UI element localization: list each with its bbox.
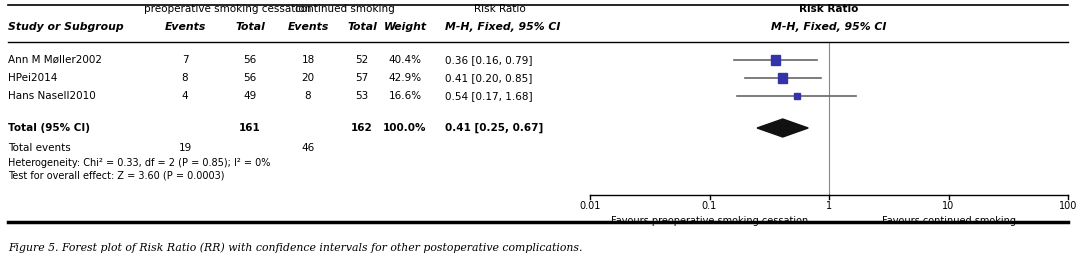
Text: 56: 56 xyxy=(244,55,257,65)
Text: 0.41 [0.20, 0.85]: 0.41 [0.20, 0.85] xyxy=(445,73,533,83)
Text: Ann M Møller2002: Ann M Møller2002 xyxy=(8,55,102,65)
Text: 4: 4 xyxy=(182,91,189,101)
Text: Total (95% CI): Total (95% CI) xyxy=(8,123,89,133)
Text: 8: 8 xyxy=(305,91,312,101)
Text: 53: 53 xyxy=(356,91,369,101)
Text: Weight: Weight xyxy=(384,22,427,32)
Text: preoperative smoking cessation: preoperative smoking cessation xyxy=(143,4,312,14)
Text: Total: Total xyxy=(347,22,377,32)
Text: 100: 100 xyxy=(1059,201,1077,211)
Polygon shape xyxy=(757,119,808,137)
Text: Risk Ratio: Risk Ratio xyxy=(474,4,526,14)
Text: 1: 1 xyxy=(826,201,832,211)
Bar xyxy=(772,55,780,64)
Text: Events: Events xyxy=(288,22,329,32)
Text: 18: 18 xyxy=(302,55,315,65)
Text: 0.1: 0.1 xyxy=(702,201,717,211)
Text: 10: 10 xyxy=(942,201,955,211)
Text: Events: Events xyxy=(164,22,206,32)
Text: continued smoking: continued smoking xyxy=(295,4,395,14)
Text: Test for overall effect: Z = 3.60 (P = 0.0003): Test for overall effect: Z = 3.60 (P = 0… xyxy=(8,171,224,181)
Text: Total events: Total events xyxy=(8,143,71,153)
Text: 42.9%: 42.9% xyxy=(388,73,421,83)
Text: 52: 52 xyxy=(356,55,369,65)
Text: Total: Total xyxy=(235,22,265,32)
Text: 0.41 [0.25, 0.67]: 0.41 [0.25, 0.67] xyxy=(445,123,543,133)
Text: 16.6%: 16.6% xyxy=(388,91,421,101)
Text: 46: 46 xyxy=(302,143,315,153)
Text: 40.4%: 40.4% xyxy=(388,55,421,65)
Text: Favours preoperative smoking cessation: Favours preoperative smoking cessation xyxy=(611,216,808,226)
Text: 56: 56 xyxy=(244,73,257,83)
Bar xyxy=(778,73,787,83)
Text: 8: 8 xyxy=(182,73,189,83)
Text: Study or Subgroup: Study or Subgroup xyxy=(8,22,124,32)
Text: 0.01: 0.01 xyxy=(579,201,600,211)
Text: HPei2014: HPei2014 xyxy=(8,73,57,83)
Text: 57: 57 xyxy=(356,73,369,83)
Text: Risk Ratio: Risk Ratio xyxy=(799,4,859,14)
Text: 100.0%: 100.0% xyxy=(384,123,427,133)
Bar xyxy=(793,93,800,99)
Text: Figure 5. Forest plot of Risk Ratio (RR) with confidence intervals for other pos: Figure 5. Forest plot of Risk Ratio (RR)… xyxy=(8,243,582,253)
Text: Hans Nasell2010: Hans Nasell2010 xyxy=(8,91,96,101)
Text: M-H, Fixed, 95% CI: M-H, Fixed, 95% CI xyxy=(445,22,561,32)
Text: 0.36 [0.16, 0.79]: 0.36 [0.16, 0.79] xyxy=(445,55,533,65)
Text: Heterogeneity: Chi² = 0.33, df = 2 (P = 0.85); I² = 0%: Heterogeneity: Chi² = 0.33, df = 2 (P = … xyxy=(8,158,271,168)
Text: Favours continued smoking: Favours continued smoking xyxy=(882,216,1015,226)
Text: 161: 161 xyxy=(239,123,261,133)
Text: 49: 49 xyxy=(244,91,257,101)
Text: 0.54 [0.17, 1.68]: 0.54 [0.17, 1.68] xyxy=(445,91,533,101)
Text: 20: 20 xyxy=(302,73,315,83)
Text: 7: 7 xyxy=(182,55,189,65)
Text: M-H, Fixed, 95% CI: M-H, Fixed, 95% CI xyxy=(772,22,887,32)
Text: 19: 19 xyxy=(178,143,192,153)
Text: 162: 162 xyxy=(351,123,373,133)
